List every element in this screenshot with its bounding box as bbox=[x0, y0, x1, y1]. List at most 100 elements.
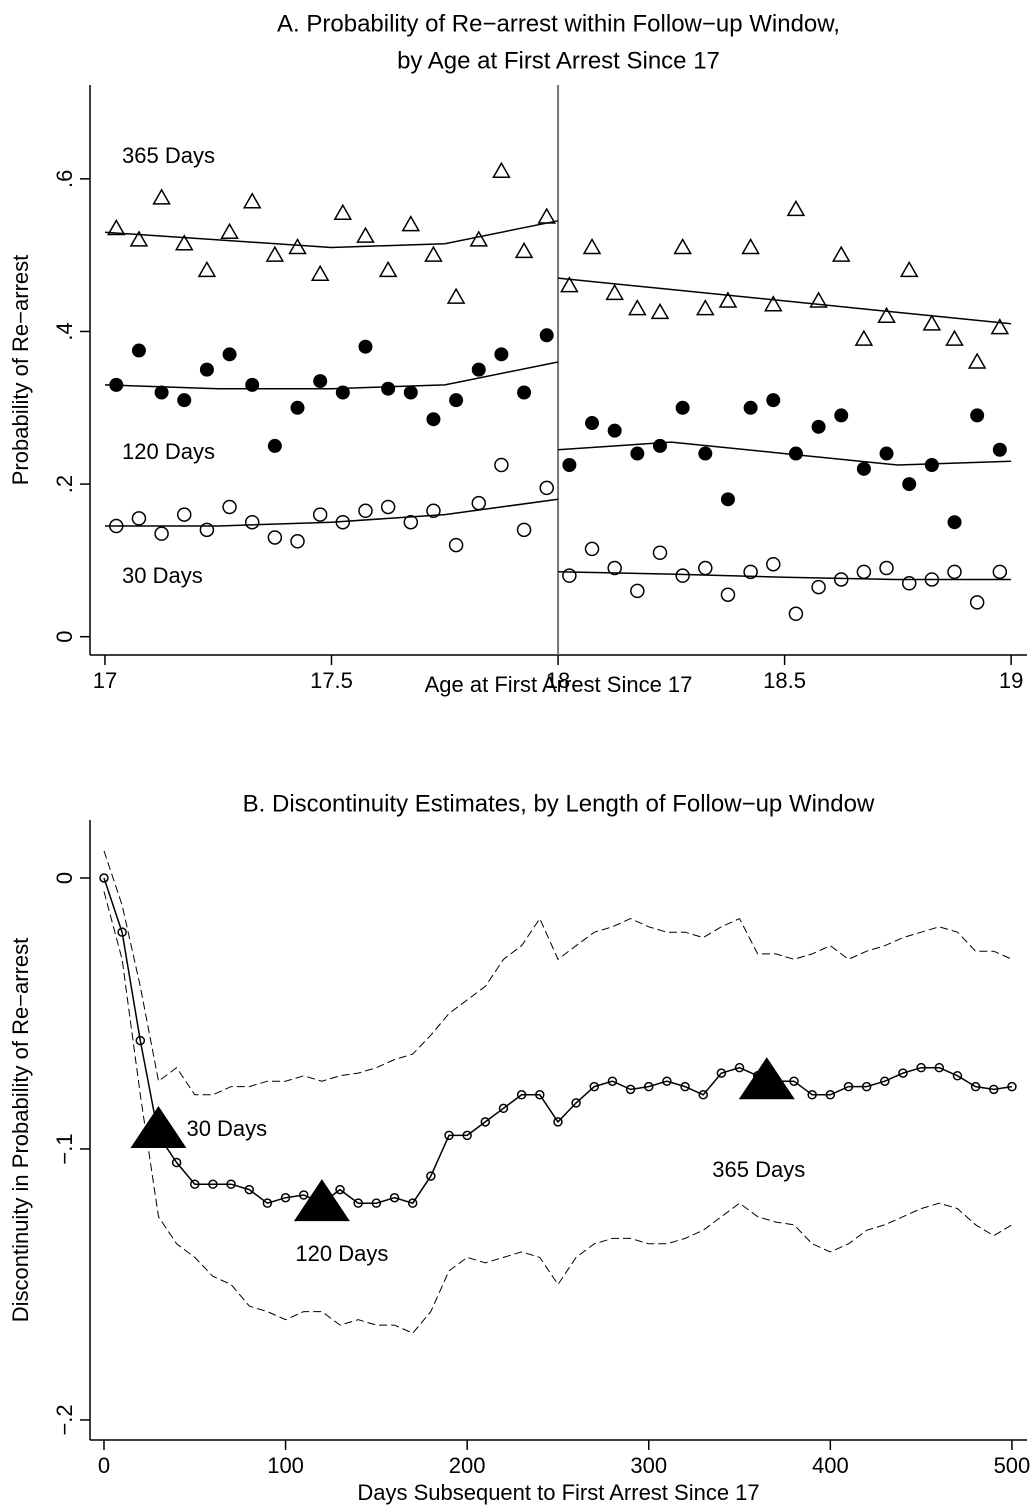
marker bbox=[516, 522, 532, 538]
marker bbox=[899, 260, 919, 278]
marker bbox=[426, 412, 441, 427]
marker bbox=[786, 199, 806, 217]
marker bbox=[135, 1035, 146, 1046]
chart-title: by Age at First Arrest Since 17 bbox=[397, 47, 720, 74]
marker bbox=[788, 446, 803, 461]
marker bbox=[517, 385, 532, 400]
x-tick-label: 18 bbox=[546, 668, 570, 693]
marker bbox=[245, 377, 260, 392]
y-tick-label: 0 bbox=[52, 631, 77, 643]
marker bbox=[584, 541, 600, 557]
marker bbox=[571, 1098, 581, 1108]
marker bbox=[208, 1179, 218, 1189]
series-label: 120 Days bbox=[122, 439, 215, 464]
marker bbox=[494, 347, 509, 362]
marker bbox=[290, 534, 305, 549]
marker bbox=[353, 1198, 363, 1208]
marker bbox=[313, 374, 328, 389]
marker bbox=[553, 1117, 563, 1127]
marker bbox=[650, 302, 670, 320]
marker bbox=[312, 507, 328, 522]
marker bbox=[843, 1081, 854, 1092]
marker bbox=[174, 234, 194, 251]
marker bbox=[811, 579, 826, 595]
marker bbox=[356, 226, 375, 243]
x-tick-label: 200 bbox=[449, 1453, 486, 1478]
marker bbox=[607, 423, 622, 438]
marker bbox=[424, 245, 443, 262]
marker bbox=[856, 564, 872, 580]
marker bbox=[426, 1171, 436, 1181]
marker bbox=[562, 568, 577, 583]
marker bbox=[220, 222, 239, 240]
marker bbox=[265, 245, 285, 262]
marker bbox=[720, 587, 736, 602]
line bbox=[103, 891, 1013, 1334]
marker bbox=[716, 1068, 727, 1078]
x-tick-label: 500 bbox=[994, 1453, 1031, 1478]
line bbox=[103, 850, 1013, 1096]
marker bbox=[947, 564, 962, 580]
line bbox=[104, 220, 1012, 325]
marker bbox=[99, 873, 109, 883]
line bbox=[105, 498, 1012, 581]
marker bbox=[934, 1062, 945, 1073]
marker bbox=[333, 203, 353, 220]
marker bbox=[898, 1068, 908, 1078]
marker bbox=[662, 1076, 672, 1086]
marker bbox=[698, 560, 713, 576]
marker bbox=[117, 927, 127, 937]
marker bbox=[675, 400, 690, 415]
marker bbox=[562, 458, 577, 472]
marker bbox=[358, 339, 373, 354]
marker bbox=[514, 241, 534, 259]
marker bbox=[788, 606, 804, 622]
point-label: 30 Days bbox=[186, 1116, 267, 1141]
marker bbox=[743, 564, 758, 580]
marker bbox=[371, 1198, 382, 1208]
marker bbox=[969, 595, 985, 610]
marker bbox=[539, 480, 554, 496]
marker bbox=[267, 438, 282, 453]
marker bbox=[877, 306, 896, 323]
marker bbox=[288, 238, 307, 255]
marker bbox=[834, 408, 849, 423]
marker bbox=[589, 1081, 600, 1092]
marker bbox=[831, 245, 851, 262]
marker bbox=[152, 188, 171, 205]
marker bbox=[605, 283, 624, 301]
marker bbox=[380, 499, 396, 515]
marker bbox=[1007, 1081, 1017, 1092]
marker bbox=[766, 556, 781, 572]
marker bbox=[516, 1090, 527, 1100]
marker bbox=[718, 291, 738, 308]
marker bbox=[902, 477, 917, 492]
y-tick-label: −.2 bbox=[52, 1404, 77, 1435]
marker bbox=[698, 446, 713, 461]
marker bbox=[967, 352, 987, 369]
x-tick-label: 300 bbox=[630, 1453, 667, 1478]
x-tick-label: 400 bbox=[812, 1453, 849, 1478]
marker bbox=[290, 400, 305, 415]
marker bbox=[298, 1190, 309, 1200]
marker bbox=[696, 299, 715, 316]
marker bbox=[310, 264, 330, 281]
marker bbox=[809, 291, 828, 308]
marker bbox=[449, 393, 464, 408]
marker bbox=[560, 276, 579, 293]
series-label: 30 Days bbox=[122, 563, 203, 588]
marker bbox=[741, 238, 760, 255]
marker bbox=[177, 393, 192, 408]
marker bbox=[389, 1192, 400, 1203]
x-tick-label: 0 bbox=[98, 1453, 110, 1478]
x-axis-label: Days Subsequent to First Arrest Since 17 bbox=[357, 1480, 759, 1505]
marker bbox=[401, 215, 421, 232]
marker bbox=[833, 572, 849, 587]
marker bbox=[945, 329, 964, 346]
marker bbox=[426, 503, 441, 519]
marker bbox=[403, 385, 418, 400]
marker bbox=[952, 1071, 963, 1081]
marker bbox=[480, 1117, 491, 1127]
marker bbox=[990, 318, 1010, 335]
